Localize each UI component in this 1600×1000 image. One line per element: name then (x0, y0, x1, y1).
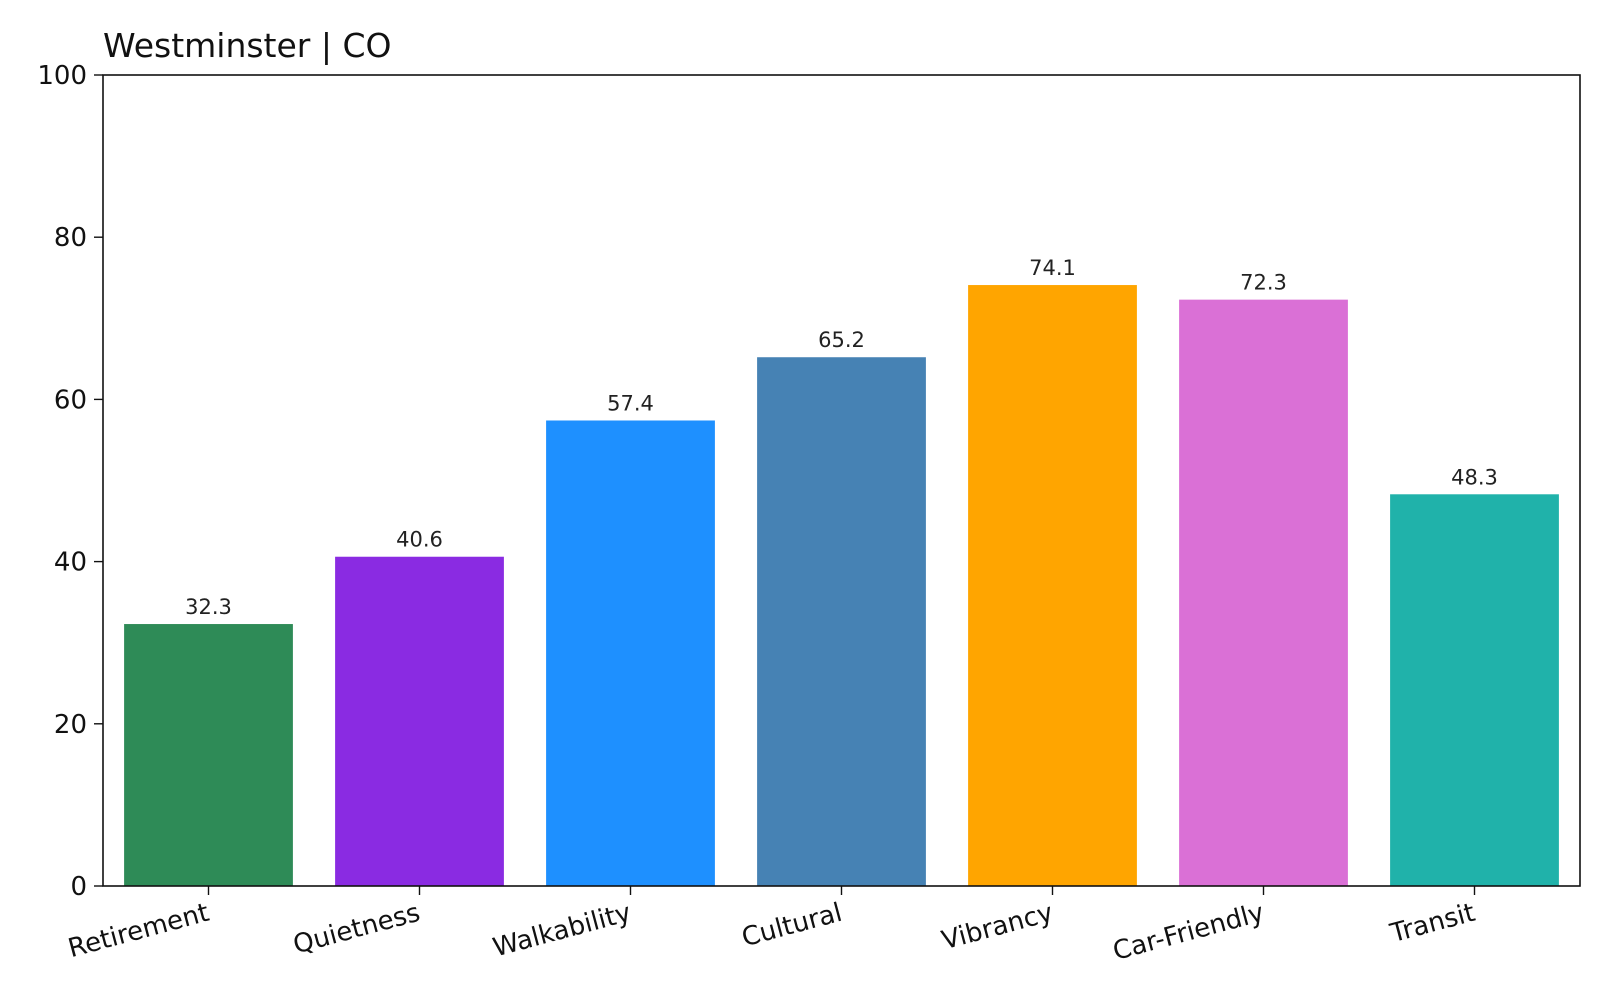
bar-vibrancy (968, 285, 1137, 886)
data-label: 40.6 (396, 528, 443, 552)
bar-quietness (335, 556, 504, 886)
bar-car-friendly (1179, 299, 1348, 887)
x-tick-label: Transit (1386, 898, 1478, 950)
bar-transit (1390, 494, 1559, 886)
x-tick-label: Quietness (290, 898, 423, 961)
y-tick-label: 20 (54, 710, 87, 740)
x-axis: Retirement Quietness Walkability Cultural Vi… (65, 886, 1478, 967)
y-tick-label: 60 (54, 385, 87, 415)
bar-retirement (124, 624, 293, 886)
data-label: 57.4 (607, 391, 654, 415)
data-label: 32.3 (185, 595, 232, 619)
x-tick-label: Cultural (739, 898, 846, 953)
y-tick-label: 0 (70, 872, 87, 902)
y-axis: 0 20 40 60 80 100 (37, 61, 103, 902)
x-tick-label: Car-Friendly (1110, 898, 1268, 967)
y-tick-label: 80 (54, 223, 87, 253)
x-tick-label: Vibrancy (939, 898, 1057, 956)
x-tick-label: Retirement (65, 898, 212, 964)
bar-cultural (757, 357, 926, 886)
data-label: 65.2 (818, 328, 865, 352)
data-label: 48.3 (1451, 465, 1498, 489)
chart-title: Westminster | CO (103, 26, 391, 65)
plot-area: 32.3 40.6 57.4 65.2 74.1 72.3 48.3 (124, 256, 1559, 887)
y-tick-label: 100 (37, 61, 87, 91)
x-tick-label: Walkability (490, 898, 634, 964)
bar-walkability (546, 420, 715, 886)
data-label: 72.3 (1240, 271, 1287, 295)
data-label: 74.1 (1029, 256, 1076, 280)
y-tick-label: 40 (54, 548, 87, 578)
